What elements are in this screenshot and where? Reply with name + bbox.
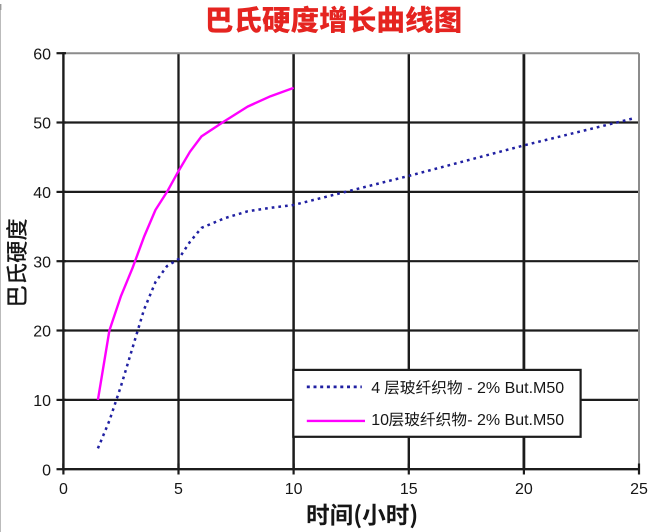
svg-text:10: 10 [371, 412, 389, 429]
svg-text:10: 10 [33, 393, 51, 410]
svg-text:15: 15 [400, 481, 418, 498]
svg-text:10: 10 [285, 481, 303, 498]
svg-text:4: 4 [371, 380, 380, 397]
svg-text:50: 50 [33, 116, 51, 133]
svg-text:40: 40 [33, 185, 51, 202]
svg-text:0: 0 [42, 462, 51, 479]
svg-text:20: 20 [33, 324, 51, 341]
svg-text:60: 60 [33, 46, 51, 63]
svg-text:20: 20 [515, 481, 533, 498]
svg-text:- 2% But.M50: - 2% But.M50 [467, 412, 564, 429]
svg-text:25: 25 [630, 481, 648, 498]
svg-text:- 2% But.M50: - 2% But.M50 [463, 380, 564, 397]
svg-text:5: 5 [174, 481, 183, 498]
svg-text:30: 30 [33, 254, 51, 271]
svg-text:0: 0 [59, 481, 68, 498]
